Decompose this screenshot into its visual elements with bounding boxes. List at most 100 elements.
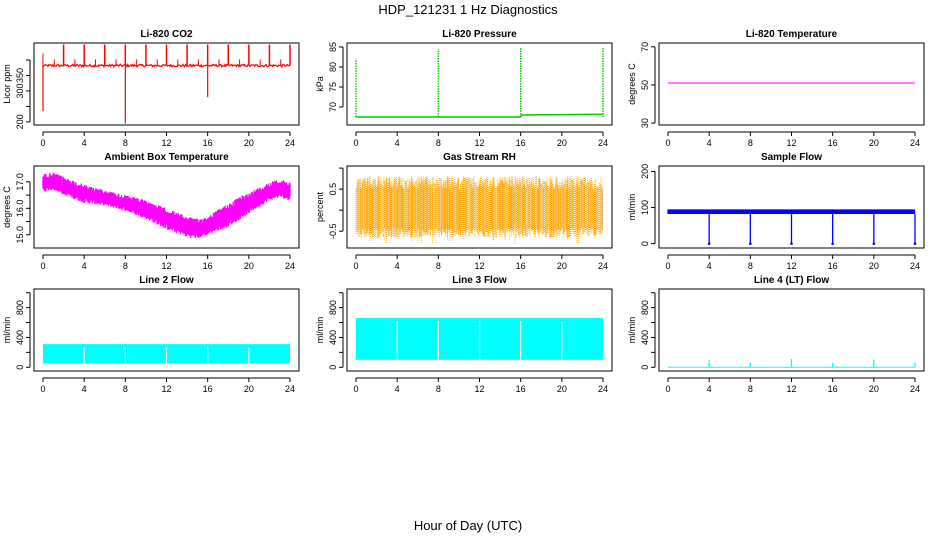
x-tick-label: 16 (516, 384, 526, 394)
x-axis: 0 4 8 12 16 20 24 (40, 377, 295, 394)
x-axis-label: Hour of Day (UTC) (413, 518, 523, 533)
x-tick-label: 0 (665, 261, 670, 271)
y-tick-label: 15.0 (15, 226, 25, 244)
y-tick-label: 100 (640, 200, 650, 215)
plot-frame (346, 42, 613, 126)
x-tick-label: 8 (436, 261, 441, 271)
y-tick-label: 0 (640, 241, 650, 246)
x-axis: 0 4 8 12 16 20 24 (665, 254, 920, 271)
flow-dip-point (790, 242, 793, 245)
x-tick-label: 16 (828, 138, 838, 148)
x-axis: 0 4 8 12 16 20 24 (40, 131, 295, 148)
y-axis: 0 400 800 (15, 292, 31, 370)
x-tick-label: 20 (244, 261, 254, 271)
y-tick-label: 70 (328, 102, 338, 112)
y-axis: 0 400 800 (640, 292, 656, 370)
series-flow (667, 209, 916, 215)
x-tick-label: 8 (748, 138, 753, 148)
y-axis-label: degrees C (627, 63, 637, 105)
x-tick-label: 8 (436, 138, 441, 148)
panel-line-4-lt-flow: Line 4 (LT) Flow ml/min 0 4 8 12 16 20 24 0 400 800 (627, 275, 925, 394)
x-tick-label: 8 (123, 261, 128, 271)
y-axis-label: ml/min (627, 194, 637, 221)
x-axis: 0 4 8 12 16 20 24 (665, 131, 920, 148)
x-tick-label: 24 (285, 261, 295, 271)
x-tick-label: 16 (203, 384, 213, 394)
panel-title: Li-820 Pressure (442, 29, 517, 40)
y-tick-label: 16.0 (15, 200, 25, 218)
x-tick-label: 24 (598, 138, 608, 148)
panel-ambient-box-temperature: Ambient Box Temperature degrees C 0 4 8 12 16 2… (2, 152, 300, 271)
panel-title: Li-820 CO2 (140, 29, 193, 40)
x-tick-label: 0 (40, 384, 45, 394)
plot-frame (346, 165, 613, 249)
x-tick-label: 0 (665, 384, 670, 394)
y-tick-label: 400 (640, 330, 650, 345)
x-tick-label: 20 (557, 261, 567, 271)
x-tick-label: 0 (353, 138, 358, 148)
y-axis: 30 50 70 (640, 42, 656, 128)
y-tick-label: 800 (640, 300, 650, 315)
x-tick-label: 4 (395, 138, 400, 148)
y-tick-label: 0 (328, 365, 338, 370)
x-tick-label: 12 (474, 384, 484, 394)
y-axis-label: Licor ppm (2, 64, 12, 104)
panel-title: Sample Flow (761, 152, 822, 163)
panel-title: Line 3 Flow (452, 275, 507, 286)
data-series (43, 344, 290, 364)
series-noise (355, 176, 603, 238)
y-tick-label: -0.5 (328, 223, 338, 239)
panel-title: Line 4 (LT) Flow (754, 275, 830, 286)
data-series (356, 318, 603, 360)
x-tick-label: 8 (748, 261, 753, 271)
y-tick-label: 350 (15, 68, 25, 83)
x-tick-label: 4 (82, 138, 87, 148)
x-tick-label: 16 (516, 138, 526, 148)
x-tick-label: 0 (40, 138, 45, 148)
x-tick-label: 4 (395, 261, 400, 271)
y-tick-label: 80 (328, 62, 338, 72)
panel-sample-flow: Sample Flow ml/min 0 4 8 12 16 20 24 0 100 200 (627, 152, 925, 271)
y-tick-label: 17.0 (15, 173, 25, 191)
x-tick-label: 24 (910, 384, 920, 394)
plot-frame (346, 288, 613, 372)
x-tick-label: 4 (395, 384, 400, 394)
x-tick-label: 8 (436, 384, 441, 394)
x-tick-label: 12 (474, 261, 484, 271)
x-tick-label: 16 (516, 261, 526, 271)
y-tick-label: 75 (328, 82, 338, 92)
y-axis: 15.0 16.0 17.0 (15, 173, 31, 244)
data-series (355, 47, 604, 118)
y-tick-label: 50 (640, 80, 650, 90)
data-series (355, 176, 603, 244)
x-tick-label: 0 (353, 261, 358, 271)
x-tick-label: 24 (598, 384, 608, 394)
y-axis-label: percent (315, 191, 325, 222)
x-axis: 0 4 8 12 16 20 24 (353, 377, 608, 394)
x-tick-label: 20 (244, 138, 254, 148)
y-tick-label: 85 (328, 42, 338, 52)
main-title: HDP_121231 1 Hz Diagnostics (378, 2, 558, 17)
x-tick-label: 12 (786, 138, 796, 148)
y-tick-label: 30 (640, 118, 650, 128)
x-tick-label: 20 (557, 384, 567, 394)
plot-frame (658, 165, 925, 249)
y-tick-label: 200 (15, 114, 25, 129)
y-tick-label: 0 (640, 365, 650, 370)
data-series (668, 359, 916, 368)
x-tick-label: 12 (161, 138, 171, 148)
plot-frame (658, 42, 925, 126)
flow-dip-point (913, 242, 917, 245)
flow-dip-point (831, 242, 834, 245)
x-tick-label: 20 (557, 138, 567, 148)
y-axis-label: ml/min (315, 317, 325, 344)
y-axis: 70 75 80 85 (328, 42, 344, 112)
panel-title: Li-820 Temperature (746, 29, 838, 40)
series-line (356, 113, 604, 118)
x-tick-label: 0 (40, 261, 45, 271)
x-axis: 0 4 8 12 16 20 24 (665, 377, 920, 394)
x-axis: 0 4 8 12 16 20 24 (353, 254, 608, 271)
y-axis: 0 100 200 (640, 164, 656, 246)
x-tick-label: 12 (161, 384, 171, 394)
